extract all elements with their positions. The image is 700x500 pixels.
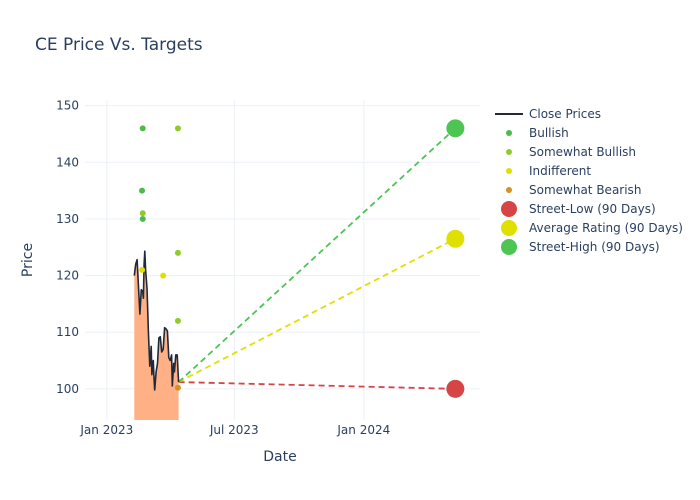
street-low-marker bbox=[446, 379, 465, 398]
legend-label: Average Rating (90 Days) bbox=[529, 221, 683, 235]
legend-swatch bbox=[506, 149, 512, 155]
y-axis-title: Price bbox=[20, 243, 36, 277]
y-axis-ticks: 100 110 120 130 140 150 bbox=[56, 99, 79, 396]
bullish-marker bbox=[139, 215, 146, 222]
close-area bbox=[134, 251, 179, 420]
somewhat-bullish-marker bbox=[174, 317, 181, 324]
somewhat-bullish-marker bbox=[139, 210, 146, 217]
x-axis-title: Date bbox=[263, 449, 296, 465]
y-tick-label: 110 bbox=[56, 325, 79, 339]
street-high-marker bbox=[446, 119, 465, 138]
legend-swatch bbox=[501, 239, 517, 255]
legend-label: Indifferent bbox=[529, 164, 591, 178]
close-line bbox=[133, 250, 180, 391]
target-lines bbox=[178, 127, 456, 390]
close-price-line bbox=[133, 250, 180, 391]
street-high-line bbox=[178, 127, 456, 383]
x-tick-label: Jan 2024 bbox=[336, 423, 390, 437]
bullish-marker bbox=[139, 187, 146, 194]
rating-markers bbox=[139, 119, 465, 398]
legend-swatch bbox=[506, 187, 512, 193]
legend-label: Somewhat Bullish bbox=[529, 145, 636, 159]
y-tick-label: 100 bbox=[56, 382, 79, 396]
legend-label: Bullish bbox=[529, 126, 569, 140]
somewhat-bullish-marker bbox=[174, 125, 181, 132]
x-axis-ticks: Jan 2023 Jul 2023 Jan 2024 bbox=[79, 423, 390, 437]
legend-swatch bbox=[501, 201, 517, 217]
x-tick-label: Jan 2023 bbox=[79, 423, 133, 437]
y-tick-label: 140 bbox=[56, 155, 79, 169]
legend-label: Somewhat Bearish bbox=[529, 183, 641, 197]
x-tick-label: Jul 2023 bbox=[209, 423, 259, 437]
average-rating-line bbox=[178, 237, 456, 383]
legend-swatch bbox=[501, 220, 517, 236]
indifferent-marker bbox=[139, 266, 146, 273]
indifferent-marker bbox=[160, 272, 167, 279]
legend-label: Close Prices bbox=[529, 107, 601, 121]
legend-label: Street-Low (90 Days) bbox=[529, 202, 656, 216]
y-tick-label: 130 bbox=[56, 212, 79, 226]
legend-label: Street-High (90 Days) bbox=[529, 240, 660, 254]
street-low-line bbox=[178, 381, 456, 390]
average-rating-marker bbox=[446, 229, 465, 248]
y-tick-label: 150 bbox=[56, 99, 79, 113]
bullish-marker bbox=[139, 125, 146, 132]
close-price-area bbox=[134, 251, 179, 420]
chart-title: CE Price Vs. Targets bbox=[35, 35, 203, 55]
legend: Close Prices Bullish Somewhat Bullish Indif… bbox=[495, 107, 683, 255]
somewhat-bearish-marker bbox=[174, 384, 181, 391]
y-tick-label: 120 bbox=[56, 269, 79, 283]
somewhat-bullish-marker bbox=[174, 249, 181, 256]
legend-swatch bbox=[506, 130, 512, 136]
grid bbox=[85, 100, 480, 420]
legend-swatch bbox=[506, 168, 512, 174]
